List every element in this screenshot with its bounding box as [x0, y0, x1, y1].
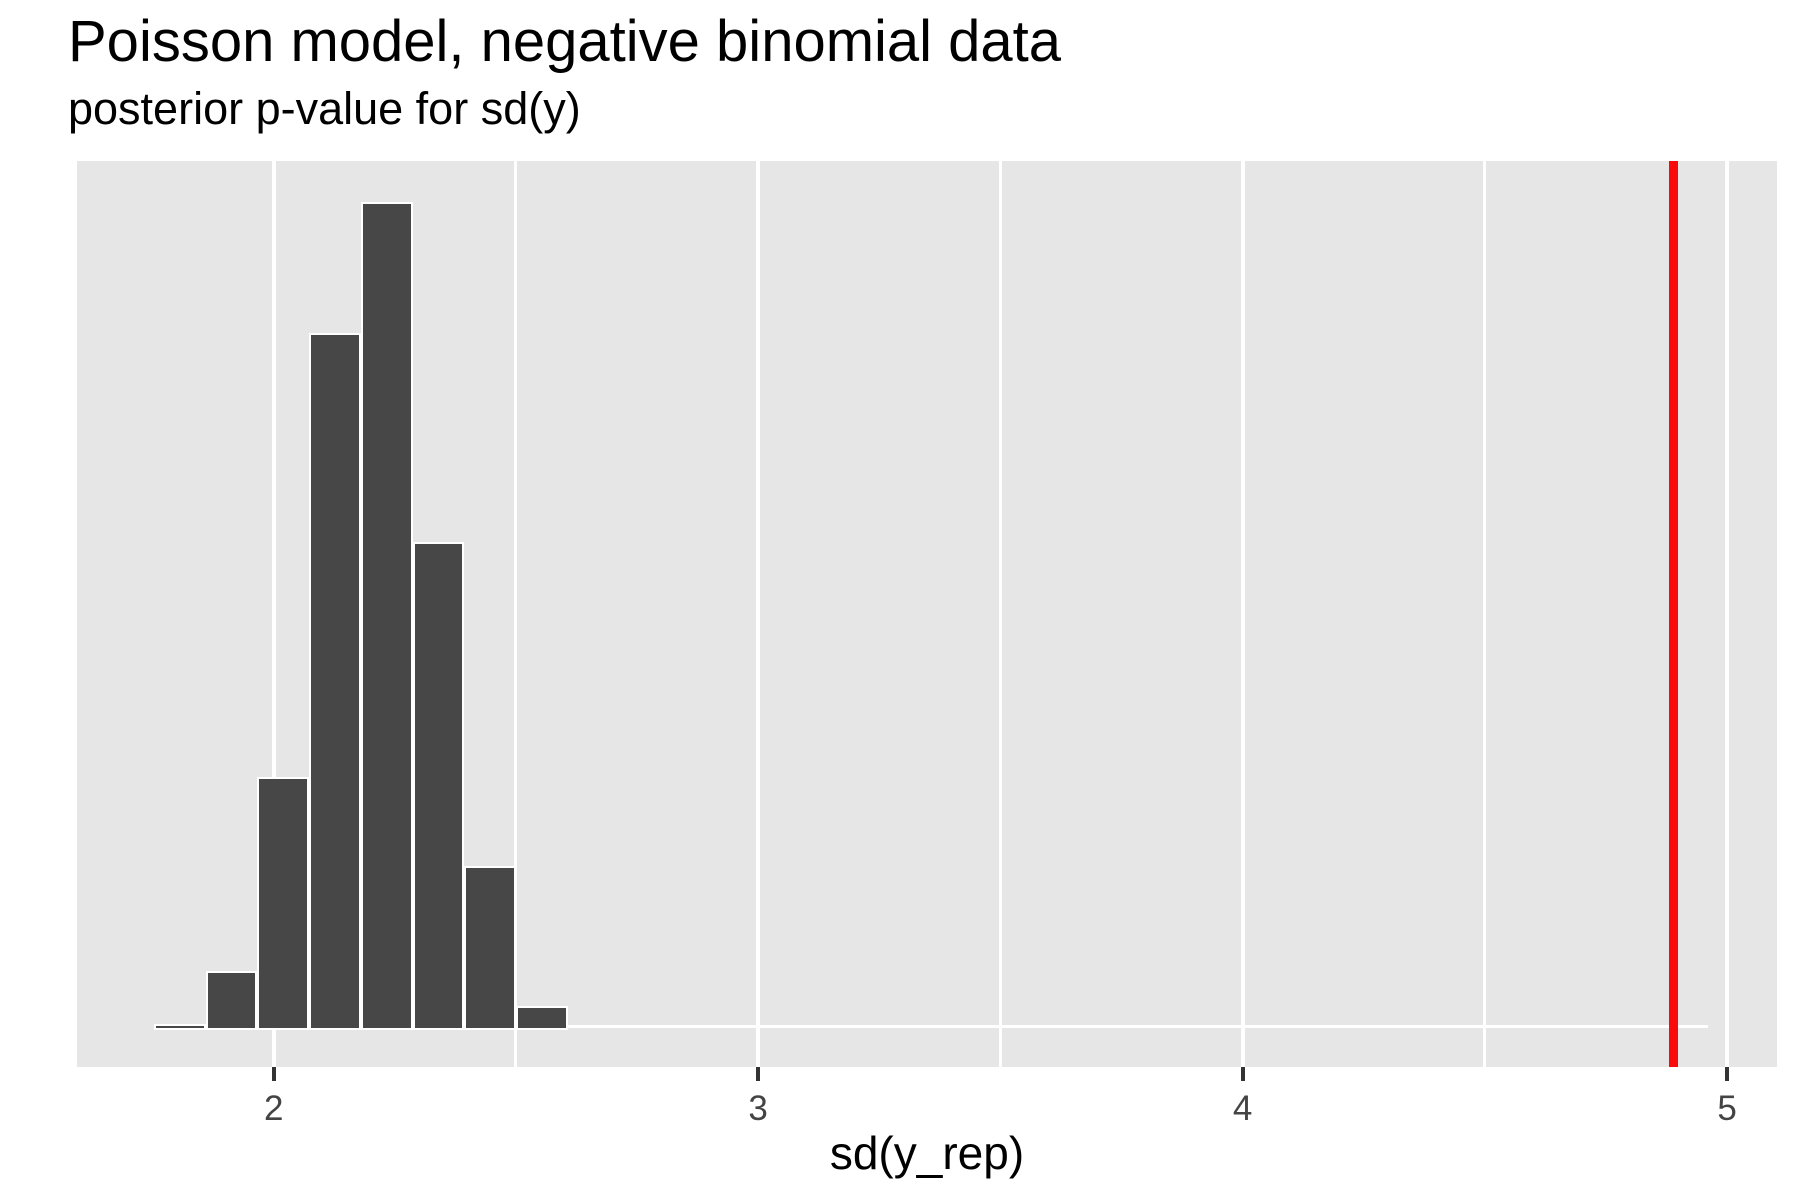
- minor-gridline: [514, 161, 518, 1067]
- x-tick-label: 4: [1232, 1089, 1253, 1128]
- plot-subtitle: posterior p-value for sd(y): [68, 83, 581, 134]
- x-tick-mark: [271, 1067, 276, 1081]
- x-tick-label: 5: [1717, 1089, 1737, 1128]
- major-gridline: [756, 161, 761, 1067]
- histogram-bar: [205, 970, 258, 1030]
- histogram-bar: [464, 866, 516, 1030]
- plot-title: Poisson model, negative binomial data: [68, 9, 1062, 74]
- x-tick-mark: [1240, 1067, 1245, 1081]
- major-gridline: [1240, 161, 1245, 1067]
- histogram-bar: [154, 1024, 206, 1030]
- histogram-bar: [360, 202, 413, 1030]
- histogram-bar: [412, 542, 465, 1030]
- minor-gridline: [998, 161, 1002, 1067]
- major-gridline: [271, 161, 276, 1067]
- x-tick-mark: [1725, 1067, 1730, 1081]
- x-axis-title: sd(y_rep): [829, 1127, 1025, 1179]
- histogram-bar: [309, 333, 361, 1030]
- minor-gridline: [1483, 161, 1487, 1067]
- x-tick-mark: [756, 1067, 761, 1081]
- histogram-baseline: [154, 1024, 1708, 1028]
- plot-panel: [77, 161, 1777, 1067]
- observed-stat-vline: [1669, 161, 1679, 1067]
- x-tick-label: 2: [263, 1089, 284, 1128]
- histogram-bar: [257, 777, 310, 1030]
- major-gridline: [1725, 161, 1730, 1067]
- x-tick-label: 3: [748, 1089, 768, 1128]
- histogram-bar: [515, 1006, 568, 1030]
